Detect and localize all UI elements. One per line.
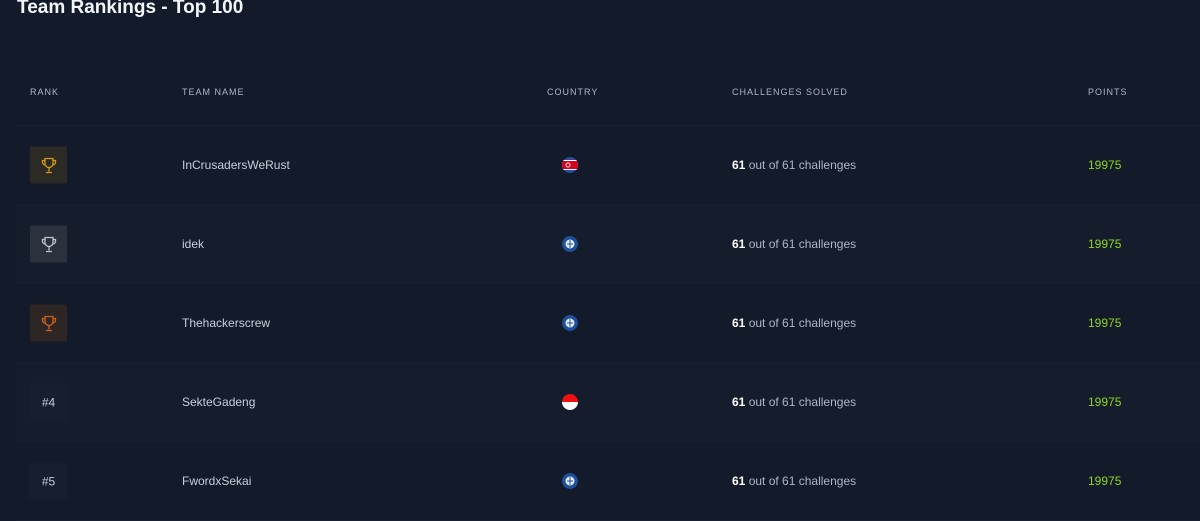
team-name[interactable]: FwordxSekai (182, 474, 252, 488)
globe-flag-icon (562, 315, 578, 331)
table-row: #4 SekteGadeng 61 out of 61 challenges 1… (16, 363, 1200, 442)
points: 19975 (1088, 237, 1122, 251)
col-challenges: CHALLENGES SOLVED (732, 87, 848, 97)
solved-text: out of 61 challenges (748, 395, 857, 409)
rank-number: #4 (41, 395, 56, 409)
solved-count: 61 (732, 316, 746, 330)
solved-count: 61 (732, 474, 746, 488)
challenges-solved: 61 out of 61 challenges (732, 237, 856, 251)
points: 19975 (1088, 474, 1122, 488)
rank-badge (30, 304, 67, 342)
solved-count: 61 (732, 237, 746, 251)
rank-badge (30, 146, 67, 184)
solved-text: out of 61 challenges (748, 474, 857, 488)
challenges-solved: 61 out of 61 challenges (732, 158, 856, 172)
col-points: POINTS (1088, 87, 1128, 97)
rank-badge: #4 (30, 383, 67, 421)
indonesia-flag-icon (562, 394, 578, 410)
rank-badge: #5 (30, 462, 67, 500)
table-header: RANK TEAM NAME COUNTRY CHALLENGES SOLVED… (16, 59, 1200, 126)
rank-number: #5 (41, 474, 56, 488)
team-name[interactable]: SekteGadeng (182, 395, 256, 409)
trophy-icon (40, 156, 58, 174)
rank-badge (30, 225, 67, 263)
team-name[interactable]: Thehackerscrew (182, 316, 271, 330)
points: 19975 (1088, 316, 1122, 330)
solved-count: 61 (732, 395, 746, 409)
table-row: InCrusadersWeRust 61 out of 61 challenge… (16, 126, 1200, 205)
globe-flag-icon (562, 236, 578, 252)
points: 19975 (1088, 158, 1122, 172)
challenges-solved: 61 out of 61 challenges (732, 316, 856, 330)
col-country: COUNTRY (547, 87, 599, 97)
solved-text: out of 61 challenges (748, 316, 857, 330)
table-row: #5 FwordxSekai 61 out of 61 challenges 1… (16, 442, 1200, 521)
solved-text: out of 61 challenges (748, 237, 857, 251)
globe-flag-icon (562, 473, 578, 489)
north-korea-flag-icon (562, 157, 578, 173)
rankings-table: RANK TEAM NAME COUNTRY CHALLENGES SOLVED… (16, 59, 1200, 521)
challenges-solved: 61 out of 61 challenges (732, 395, 856, 409)
points: 19975 (1088, 395, 1122, 409)
trophy-icon (40, 235, 58, 253)
page-title: Team Rankings - Top 100 (17, 0, 244, 18)
table-row: Thehackerscrew 61 out of 61 challenges 1… (16, 284, 1200, 363)
solved-text: out of 61 challenges (748, 158, 857, 172)
col-team: TEAM NAME (182, 87, 245, 97)
col-rank: RANK (30, 87, 60, 97)
team-name[interactable]: InCrusadersWeRust (182, 158, 290, 172)
table-row: idek 61 out of 61 challenges 19975 (16, 205, 1200, 284)
team-name[interactable]: idek (182, 237, 205, 251)
solved-count: 61 (732, 158, 746, 172)
trophy-icon (40, 314, 58, 332)
challenges-solved: 61 out of 61 challenges (732, 474, 856, 488)
